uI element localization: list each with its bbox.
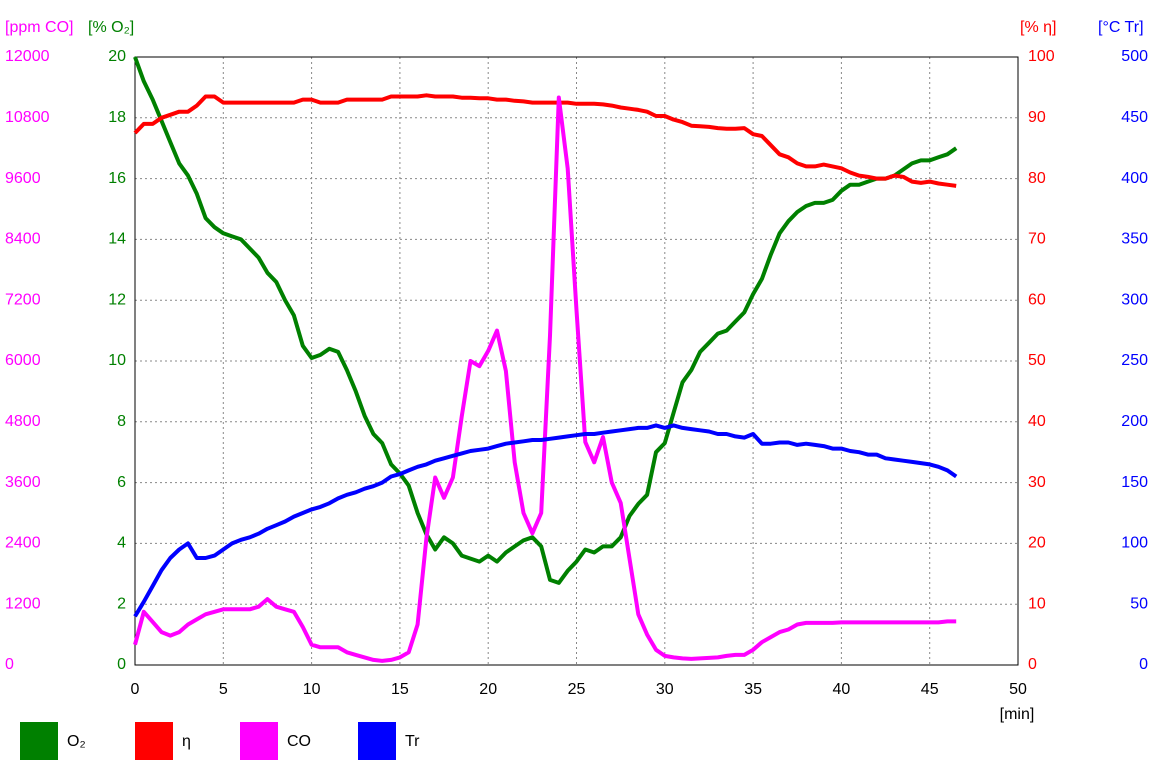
y-tick-label: 90 [1028,109,1046,126]
x-tick-label: 35 [744,681,762,698]
x-tick-label: 25 [568,681,586,698]
y-axis-label: [ppm CO] [5,19,73,36]
y-tick-label: 500 [1121,48,1148,65]
y-tick-label: 150 [1121,474,1148,491]
y-tick-label: 14 [108,231,126,248]
data-line [133,95,957,663]
y-tick-label: 8400 [5,231,41,248]
y-tick-label: 3600 [5,474,41,491]
x-tick-label: 15 [391,681,409,698]
legend-swatch [240,722,278,760]
y-tick-label: 8 [117,413,126,430]
x-tick-label: 20 [479,681,497,698]
y-tick-label: 10800 [5,109,50,126]
data-line [133,423,958,618]
y-axis-label: [% O₂] [88,19,134,36]
x-tick-label: 40 [833,681,851,698]
y-tick-label: 0 [1028,656,1037,673]
x-tick-label: 0 [131,681,140,698]
y-axis-label: [% η] [1020,19,1056,36]
y-tick-label: 2400 [5,535,41,552]
legend-label: O₂ [67,733,86,750]
y-tick-label: 10 [108,352,126,369]
y-tick-label: 2 [117,595,126,612]
x-tick-label: 5 [219,681,228,698]
y-tick-label: 12 [108,291,126,308]
data-line [133,56,958,585]
y-tick-label: 0 [117,656,126,673]
y-tick-label: 300 [1121,291,1148,308]
y-tick-label: 50 [1028,352,1046,369]
y-tick-label: 60 [1028,291,1046,308]
y-tick-label: 450 [1121,109,1148,126]
data-line [133,93,957,188]
y-tick-label: 1200 [5,595,41,612]
y-tick-label: 100 [1028,48,1055,65]
y-tick-label: 4800 [5,413,41,430]
x-tick-label: 50 [1009,681,1027,698]
y-tick-label: 12000 [5,48,50,65]
legend-label: Tr [405,733,420,750]
y-tick-label: 16 [108,170,126,187]
legend-label: η [182,733,191,750]
y-tick-label: 30 [1028,474,1046,491]
x-tick-label: 10 [303,681,321,698]
y-tick-label: 100 [1121,535,1148,552]
x-tick-label: 45 [921,681,939,698]
x-axis-label: [min] [1000,706,1035,723]
y-tick-label: 350 [1121,231,1148,248]
y-tick-label: 7200 [5,291,41,308]
y-tick-label: 10 [1028,595,1046,612]
plot-frame [134,56,1019,666]
y-tick-label: 9600 [5,170,41,187]
y-tick-label: 18 [108,109,126,126]
y-tick-label: 0 [5,656,14,673]
legend-swatch [20,722,58,760]
y-tick-label: 4 [117,535,126,552]
legend-label: CO [287,733,311,750]
x-tick-label: 30 [656,681,674,698]
y-tick-label: 70 [1028,231,1046,248]
y-tick-label: 40 [1028,413,1046,430]
y-tick-label: 80 [1028,170,1046,187]
y-tick-label: 6000 [5,352,41,369]
y-tick-label: 200 [1121,413,1148,430]
y-tick-label: 6 [117,474,126,491]
y-tick-label: 250 [1121,352,1148,369]
y-axis-label: [°C Tr] [1098,19,1144,36]
y-tick-label: 20 [108,48,126,65]
legend-swatch [358,722,396,760]
y-tick-label: 50 [1130,595,1148,612]
y-tick-label: 400 [1121,170,1148,187]
y-tick-label: 0 [1139,656,1148,673]
y-tick-label: 20 [1028,535,1046,552]
legend-swatch [135,722,173,760]
